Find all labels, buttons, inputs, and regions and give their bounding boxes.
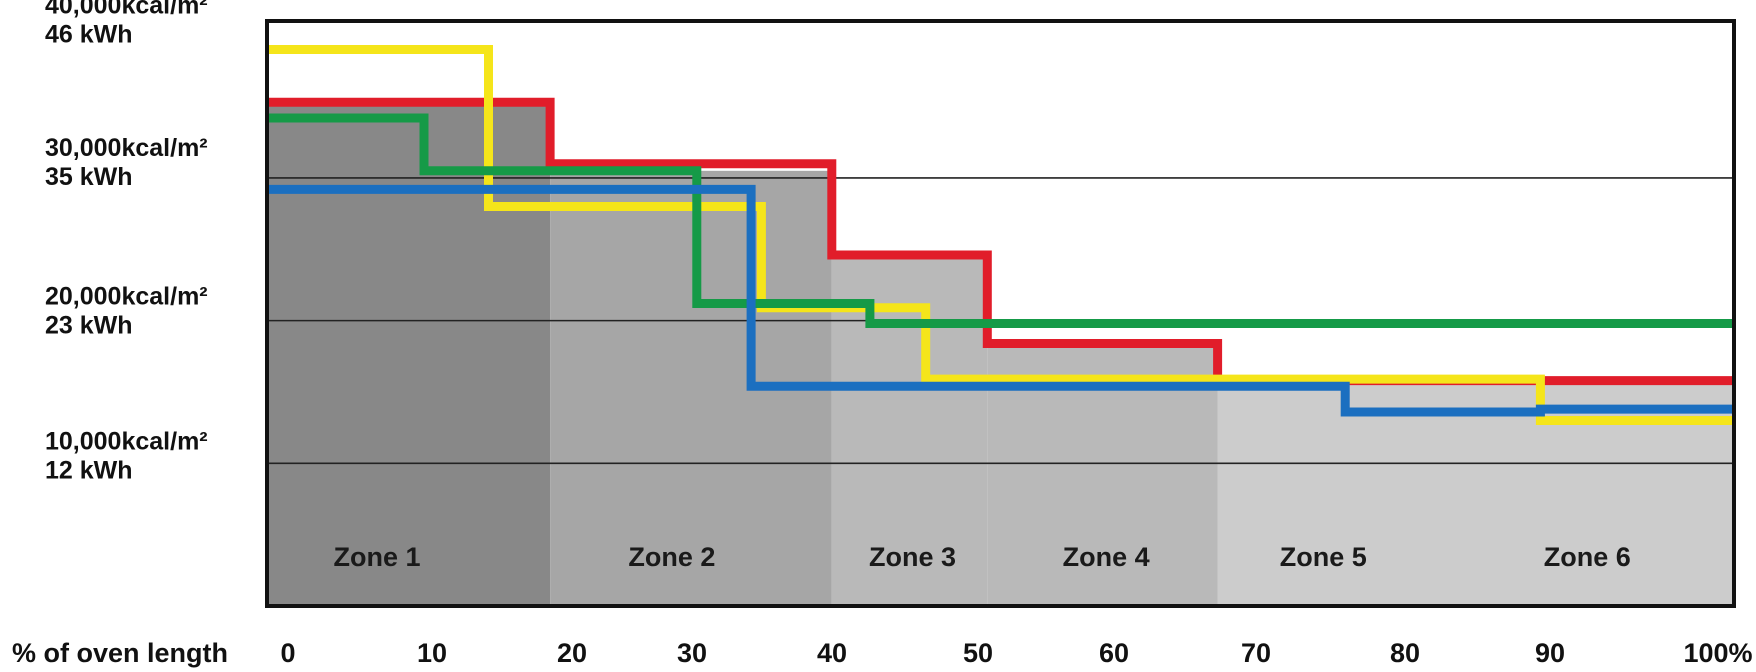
series-line-3 (267, 113, 1734, 328)
x-tick-label-2: 20 (557, 638, 587, 668)
x-tick-label-5: 50 (963, 638, 993, 668)
zone-label-6: Zone 6 (1544, 542, 1631, 572)
series-layer (267, 45, 1734, 425)
zone-label-3: Zone 3 (869, 542, 956, 572)
x-tick-label-9: 90 (1535, 638, 1565, 668)
y-tick-label-40000-kcal: 40,000kcal/m² (45, 0, 208, 19)
zone-label-1: Zone 1 (334, 542, 421, 572)
x-axis: % of oven length 0 10 20 30 40 50 60 70 80 90 100% (12, 638, 1753, 668)
zone-labels: Zone 1 Zone 2 Zone 3 Zone 4 Zone 5 Zone 6 (334, 542, 1631, 572)
series-line-4 (267, 184, 1734, 417)
zone-area-3 (831, 255, 988, 606)
zone-label-2: Zone 2 (628, 542, 715, 572)
series-line-2 (267, 45, 1734, 425)
plot-frame (265, 19, 1736, 608)
x-axis-title: % of oven length (12, 638, 228, 668)
x-tick-label-4: 40 (817, 638, 847, 668)
zone-label-4: Zone 4 (1063, 542, 1150, 572)
y-tick-label-40000-kwh: 46 kWh (45, 20, 133, 48)
y-tick-label-20000-kcal: 20,000kcal/m² (45, 283, 208, 311)
y-tick-label-30000-kwh: 35 kWh (45, 163, 133, 191)
x-tick-label-6: 60 (1099, 638, 1129, 668)
y-tick-label-10000-kwh: 12 kWh (45, 456, 133, 484)
x-tick-label-0: 0 (280, 638, 295, 668)
zone-label-5: Zone 5 (1280, 542, 1367, 572)
y-tick-label-20000-kwh: 23 kWh (45, 312, 133, 340)
x-tick-label-10: 100% (1683, 638, 1752, 668)
x-tick-label-3: 30 (677, 638, 707, 668)
y-tick-label-10000-kcal: 10,000kcal/m² (45, 427, 208, 455)
x-tick-label-8: 80 (1390, 638, 1420, 668)
x-tick-label-1: 10 (417, 638, 447, 668)
y-tick-label-30000-kcal: 30,000kcal/m² (45, 134, 208, 162)
series-line-1 (267, 97, 1734, 386)
x-tick-label-7: 70 (1241, 638, 1271, 668)
